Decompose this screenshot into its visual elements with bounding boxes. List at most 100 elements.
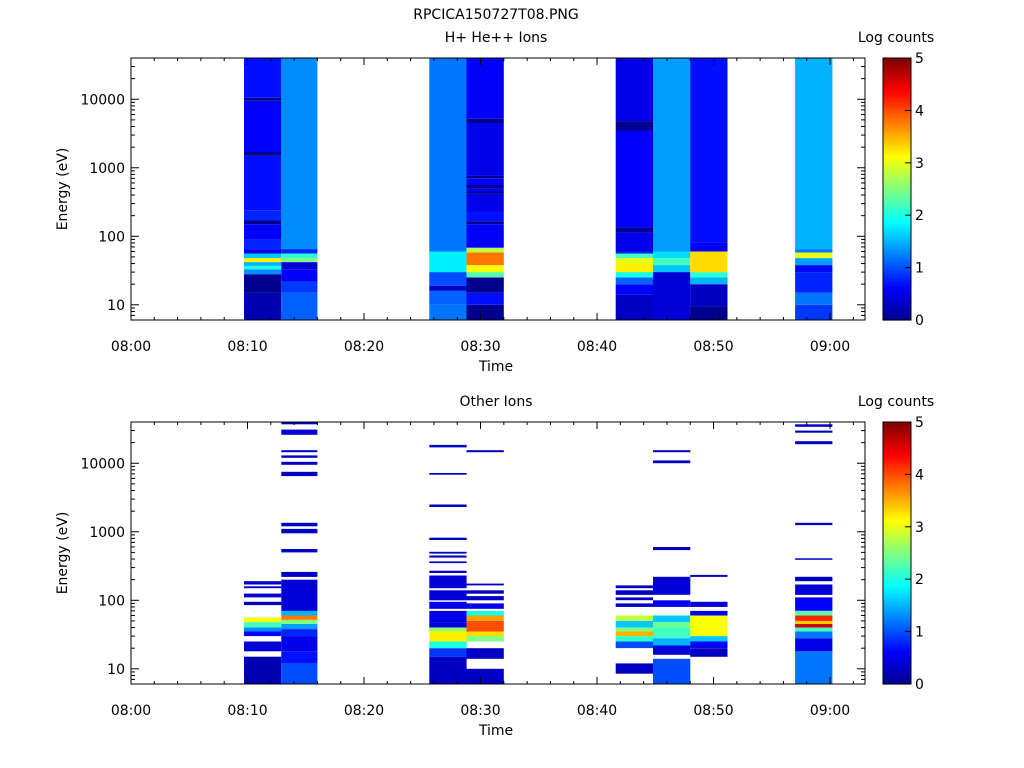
heatmap-cell-c5-b7 [653,576,691,595]
heatmap-cell-c3-b10 [466,583,504,586]
heatmap-cell-c1-b10 [281,549,318,553]
top-panel-title: H+ He++ Ions [445,30,548,46]
colorbar-tick-label: 3 [915,520,924,536]
heatmap-cell-c4-b7 [615,603,653,607]
colorbar-segment [883,550,911,554]
colorbar-segment [883,306,911,311]
colorbar-segment [883,228,911,232]
colorbar-segment [883,110,911,114]
colorbar-segment [883,618,911,622]
colorbar-segment [883,435,911,439]
colorbar-segment [883,272,911,277]
heatmap-cell-c1-b4 [281,624,318,629]
heatmap-cell-c1-b2 [281,269,318,282]
heatmap-cell-c2-b5 [429,58,467,252]
colorbar-tick-label: 4 [915,103,924,119]
colorbar-segment [883,189,911,193]
colorbar-segment [883,479,911,483]
colorbar-segment [883,92,911,96]
heatmap-cell-c0-b9 [244,581,282,585]
colorbar-segment [883,471,911,475]
heatmap-cell-c0-b8 [244,239,282,250]
colorbar-segment [883,639,911,643]
heatmap-cell-c2-b4 [429,627,467,632]
heatmap-cell-c0-b3 [244,265,282,270]
colorbar-segment [883,215,911,219]
y-tick-label: 10 [107,298,125,314]
colorbar-segment [883,642,911,646]
heatmap-cell-c1-b6 [281,249,318,254]
colorbar-segment [883,63,911,67]
heatmap-cell-c1-b5 [281,619,318,624]
heatmap-cell-c3-b4 [466,620,504,632]
heatmap-cell-c4-b2 [615,636,653,642]
heatmap-cell-c7-b5 [795,252,833,259]
colorbar-segment [883,665,911,669]
colorbar-segment [883,463,911,468]
x-tick-label: 08:50 [693,703,733,719]
colorbar-segment [883,99,911,104]
heatmap-cell-c2-b1 [429,290,467,305]
colorbar-segment [883,660,911,664]
colorbar-segment [883,576,911,580]
colorbar-segment [883,511,911,515]
top-x-axis-label: Time [478,359,513,375]
heatmap-cell-c2-b3 [429,272,467,286]
colorbar-segment [883,678,911,682]
colorbar-tick-label: 2 [915,208,924,224]
heatmap-cell-c7-b1 [795,292,833,305]
heatmap-cell-c4-b4 [615,263,653,273]
heatmap-cell-c2-b12 [429,555,467,558]
colorbar-segment [883,469,911,473]
colorbar-segment [883,474,911,478]
heatmap-cell-c3-b14 [466,178,504,185]
heatmap-cell-c0-b5 [244,258,282,263]
colorbar-segment [883,526,911,531]
colorbar-segment [883,160,911,164]
heatmap-cell-c2-b2 [429,641,467,649]
colorbar-segment [883,621,911,625]
colorbar-segment [883,58,911,62]
x-tick-label: 08:40 [577,339,617,355]
colorbar-segment [883,532,911,536]
colorbar-segment [883,563,911,567]
colorbar-segment [883,442,911,447]
heatmap-cell-c2-b1 [429,648,467,657]
bottom-x-ticks: 08:00 08:10 08:20 08:30 08:40 08:50 09:00 [111,422,854,719]
bottom-y-axis-label: Energy (eV) [55,512,71,595]
colorbar-segment [883,516,911,520]
colorbar-segment [883,84,911,88]
colorbar-tick-label: 4 [915,467,924,483]
heatmap-cell-c0-b15 [244,97,282,101]
heatmap-cell-c0-b10 [244,220,282,225]
heatmap-cell-c4-b12 [615,58,653,122]
colorbar-segment [883,157,911,161]
heatmap-cell-c4-b1 [615,641,653,649]
heatmap-cell-c3-b1 [466,292,504,305]
x-tick-label: 08:00 [111,703,151,719]
colorbar-segment [883,133,911,138]
colorbar-segment [883,183,911,187]
heatmap-cell-c4-b0 [615,294,653,320]
heatmap-cell-c4-b8 [615,232,653,252]
colorbar-segment [883,199,911,203]
colorbar-segment [883,78,911,83]
colorbar-segment [883,204,911,208]
heatmap-cell-c7-b10 [795,576,833,582]
y-tick-label: 10000 [80,92,125,108]
bottom-x-axis-label: Time [478,723,513,739]
colorbar-segment [883,202,911,206]
heatmap-cell-c5-b2 [653,638,691,646]
colorbar-segment [883,573,911,578]
colorbar-segment [883,555,911,559]
colorbar-segment [883,118,911,122]
heatmap-cell-c0-b2 [244,269,282,275]
heatmap-cell-c0-b12 [244,155,282,211]
bottom-colorbar: 0 1 2 3 4 5 [882,415,924,693]
colorbar-segment [883,94,911,98]
heatmap-cell-c5-b8 [653,547,691,551]
heatmap-cell-c6-b3 [690,272,728,278]
heatmap-cell-c7-b7 [795,610,833,616]
heatmap-cell-c4-b9 [615,590,653,595]
colorbar-segment [883,539,911,544]
